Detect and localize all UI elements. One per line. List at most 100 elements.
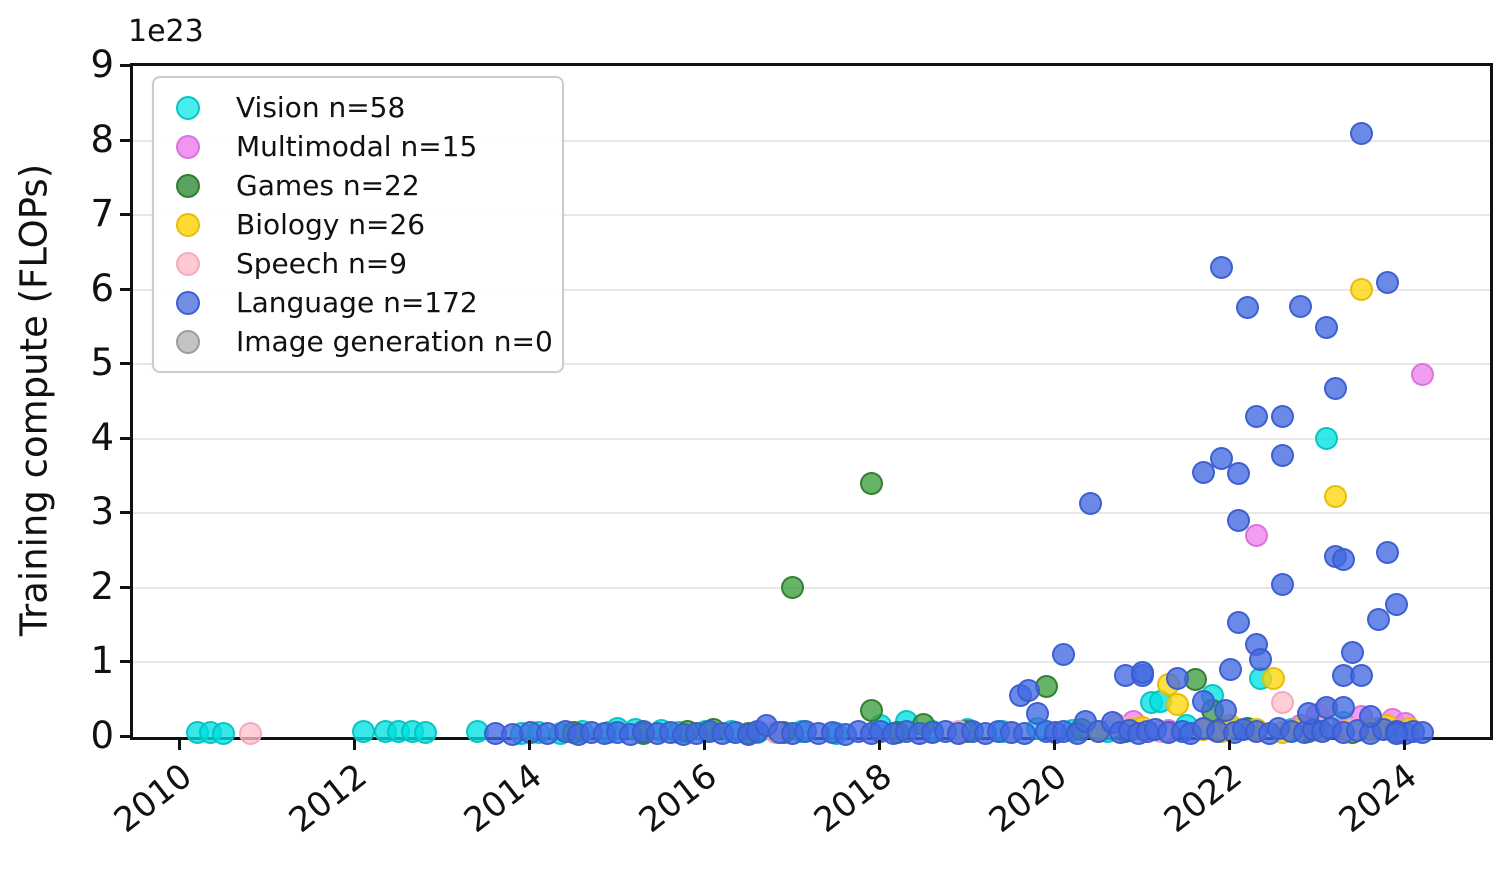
x-tick-label: 2010 [107,756,200,841]
point-language [1271,404,1295,428]
y-tick [120,138,130,142]
point-language [1227,509,1251,533]
x-tick [703,740,707,750]
point-language [1349,121,1373,145]
point-language [1227,610,1251,634]
point-biology [1349,278,1373,302]
point-vision [413,721,437,745]
gridline [133,214,1490,217]
gridline [133,437,1490,440]
x-tick-label: 2024 [1331,756,1425,841]
point-language [1013,721,1037,745]
y-tick [120,585,130,589]
x-tick [878,740,882,750]
point-language [1411,721,1435,745]
legend-marker-icon [176,95,200,120]
x-tick [528,740,532,750]
legend-label: Biology n=26 [236,208,426,241]
point-language [1376,270,1400,294]
y-tick [120,511,130,515]
point-language [1249,647,1273,671]
point-games [781,576,805,600]
point-language [1209,255,1233,279]
y-tick-label: 6 [90,266,114,310]
point-biology [1323,484,1347,508]
y-tick-label: 2 [90,564,114,608]
legend-item: Speech n=9 [154,244,562,283]
y-tick [120,660,130,664]
x-tick-label: 2018 [806,756,900,841]
point-language [1323,377,1347,401]
point-language [1332,695,1356,719]
point-vision [1314,427,1338,451]
x-tick-label: 2020 [981,756,1075,841]
legend-item: Language n=172 [154,283,562,322]
point-speech [238,721,262,745]
legend-marker-icon [176,290,200,315]
legend-item: Biology n=26 [154,205,562,244]
y-tick [120,213,130,217]
point-language [1288,295,1312,319]
plot-area [130,63,1493,746]
point-language [1209,447,1233,471]
y-tick-label: 5 [90,341,114,385]
y-tick [120,436,130,440]
legend-label: Multimodal n=15 [236,130,478,163]
point-language [1192,460,1216,484]
point-language [1367,608,1391,632]
point-games [859,472,883,495]
y-axis-offset-label: 1e23 [128,14,204,49]
legend-label: Language n=172 [236,286,478,319]
legend-marker-icon [176,329,200,354]
point-speech [1271,691,1295,715]
legend: Vision n=58 Multimodal n=15 Games n=22 Biol… [152,76,564,373]
point-language [1376,541,1400,565]
legend-marker-icon [176,212,200,237]
x-tick [1053,740,1057,750]
point-language [1271,444,1295,468]
legend-item: Games n=22 [154,166,562,205]
y-tick [120,287,130,291]
gridline [133,661,1490,664]
point-language [1314,316,1338,340]
point-language [1214,699,1238,723]
x-tick-label: 2012 [282,756,375,841]
point-language [1349,664,1373,688]
point-language [1052,643,1076,667]
x-tick-label: 2014 [457,756,550,841]
legend-list: Vision n=58 Multimodal n=15 Games n=22 Biol… [154,88,562,361]
point-language [1341,641,1365,665]
point-language [1166,667,1190,691]
point-language [1218,658,1242,682]
point-language [1017,679,1041,703]
point-language [1358,704,1382,728]
point-language [1384,592,1408,616]
legend-marker-icon [176,173,200,198]
y-tick-label: 1 [90,639,114,683]
y-tick [120,362,130,366]
gridline [133,288,1490,291]
y-tick-label: 7 [90,192,114,236]
x-tick [353,740,357,750]
legend-label: Image generation n=0 [236,325,553,358]
legend-item: Multimodal n=15 [154,127,562,166]
legend-item: Vision n=58 [154,88,562,127]
point-language [1384,721,1408,745]
y-tick-label: 4 [90,415,114,459]
legend-label: Speech n=9 [236,247,408,280]
point-biology [1166,693,1190,717]
point-language [1332,548,1356,572]
legend-label: Vision n=58 [236,91,406,124]
point-language [1078,492,1102,516]
gridline [133,586,1490,589]
point-language [1192,689,1216,713]
point-multimodal [1244,524,1268,548]
gridline [133,512,1490,515]
x-tick [178,740,182,750]
point-language [1236,296,1260,320]
point-multimodal [1411,363,1435,387]
x-tick-label: 2022 [1156,756,1250,841]
point-language [1271,573,1295,597]
y-tick-label: 9 [90,43,114,86]
point-language [1131,661,1155,685]
